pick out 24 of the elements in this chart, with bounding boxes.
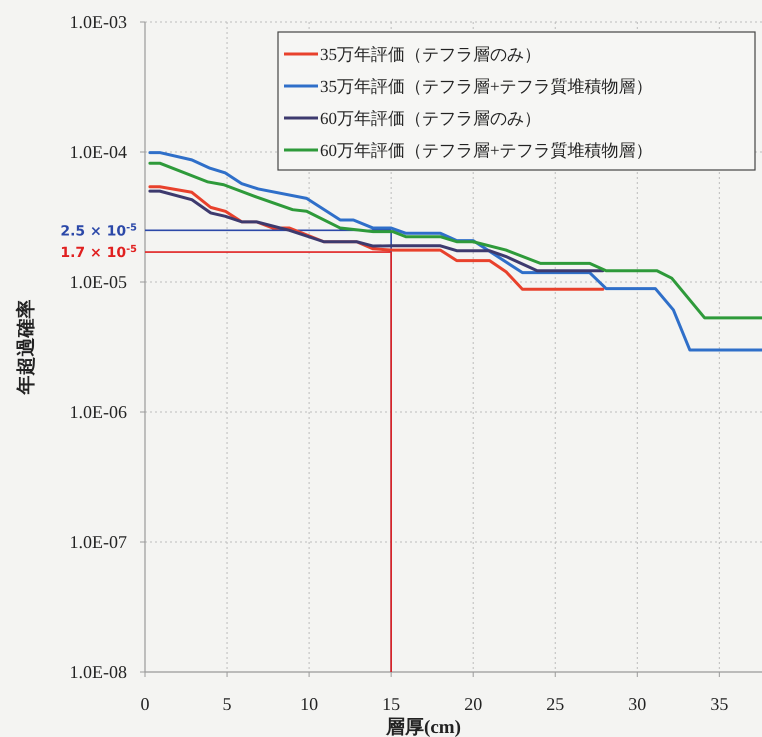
y-tick-label: 1.0E-06 [70,402,127,422]
line-series [148,162,762,320]
x-tick-label: 20 [464,694,482,714]
x-tick-label: 0 [140,694,150,714]
ref-line-label: 2.5 × 10$^{-5}$ [60,222,138,240]
ref-line-label: 1.7 × 10$^{-5}$ [60,244,138,262]
x-tick-label: 5 [222,694,232,714]
y-tick-label: 1.0E-04 [70,142,127,162]
y-tick-label: 1.0E-08 [70,662,127,682]
y-tick-label: 1.0E-03 [70,12,127,32]
y-tick-label: 1.0E-07 [70,532,127,552]
x-tick-label: 15 [382,694,400,714]
x-tick-label: 25 [546,694,564,714]
legend-label: 35万年評価（テフラ層+テフラ質堆積物層） [320,77,653,96]
x-tick-label: 35 [710,694,728,714]
y-axis-title: 年超過確率 [15,300,37,396]
legend-label: 35万年評価（テフラ層のみ） [320,45,541,64]
legend-label: 60万年評価（テフラ層のみ） [320,109,541,128]
y-tick-label: 1.0E-05 [70,272,127,292]
x-tick-label: 30 [628,694,646,714]
line-series [148,190,604,272]
x-axis-title: 層厚(cm) [385,717,461,737]
legend-label: 60万年評価（テフラ層+テフラ質堆積物層） [320,141,653,160]
x-tick-label: 10 [300,694,318,714]
